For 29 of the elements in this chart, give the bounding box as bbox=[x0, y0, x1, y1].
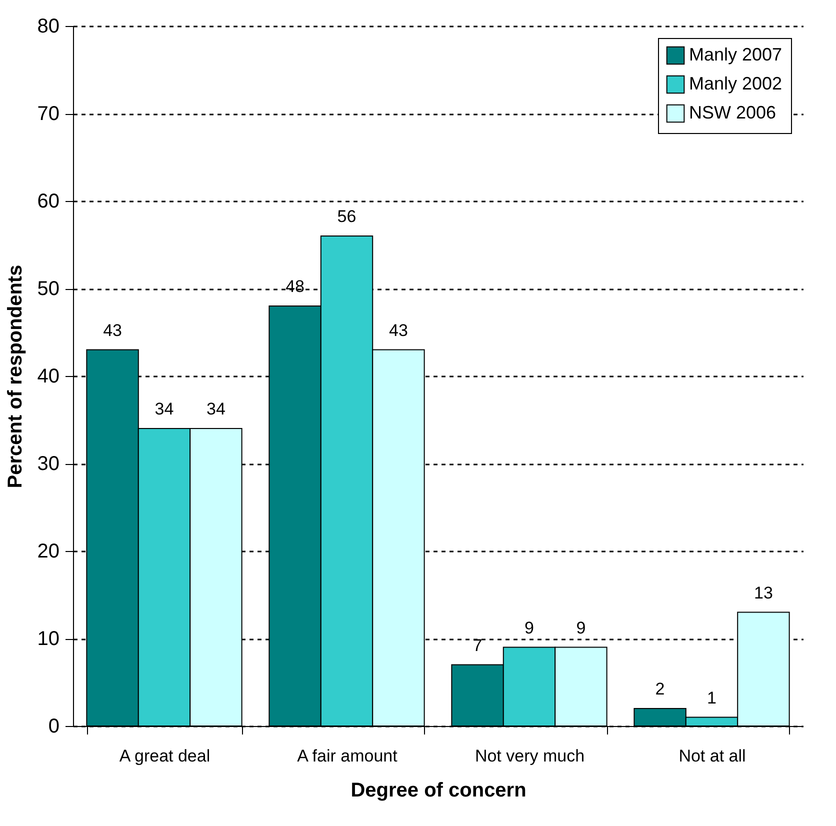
x-axis-title: Degree of concern bbox=[350, 780, 526, 802]
y-tick-label: 40 bbox=[37, 366, 60, 388]
data-label: 34 bbox=[154, 400, 174, 418]
y-tick-label: 50 bbox=[37, 278, 60, 300]
y-axis-title: Percent of respondents bbox=[4, 264, 26, 488]
data-label: 34 bbox=[206, 400, 226, 418]
x-tick-label: Not at all bbox=[678, 746, 746, 766]
data-label: 2 bbox=[655, 680, 665, 698]
y-tick-label: 80 bbox=[37, 16, 60, 38]
legend-label: Manly 2002 bbox=[689, 74, 782, 94]
y-tick-label: 10 bbox=[37, 628, 60, 650]
legend-label: Manly 2007 bbox=[689, 44, 782, 64]
x-tick-label: Not very much bbox=[474, 746, 585, 766]
data-label: 43 bbox=[388, 320, 408, 340]
data-label: 1 bbox=[707, 688, 716, 708]
data-label: 13 bbox=[754, 583, 773, 602]
y-tick-label: 60 bbox=[37, 190, 60, 212]
x-tick-label: A great deal bbox=[119, 746, 210, 766]
data-label: 9 bbox=[576, 618, 586, 638]
data-label: 56 bbox=[337, 207, 356, 226]
data-label: 48 bbox=[286, 277, 305, 296]
y-tick-label: 0 bbox=[48, 716, 60, 738]
legend-label: NSW 2006 bbox=[689, 102, 776, 122]
data-label: 43 bbox=[103, 320, 122, 340]
y-tick-label: 20 bbox=[37, 540, 60, 562]
data-label: 9 bbox=[524, 618, 534, 638]
x-tick-label: A fair amount bbox=[297, 746, 398, 766]
y-tick-label: 30 bbox=[37, 453, 60, 475]
y-tick-label: 70 bbox=[37, 103, 60, 125]
